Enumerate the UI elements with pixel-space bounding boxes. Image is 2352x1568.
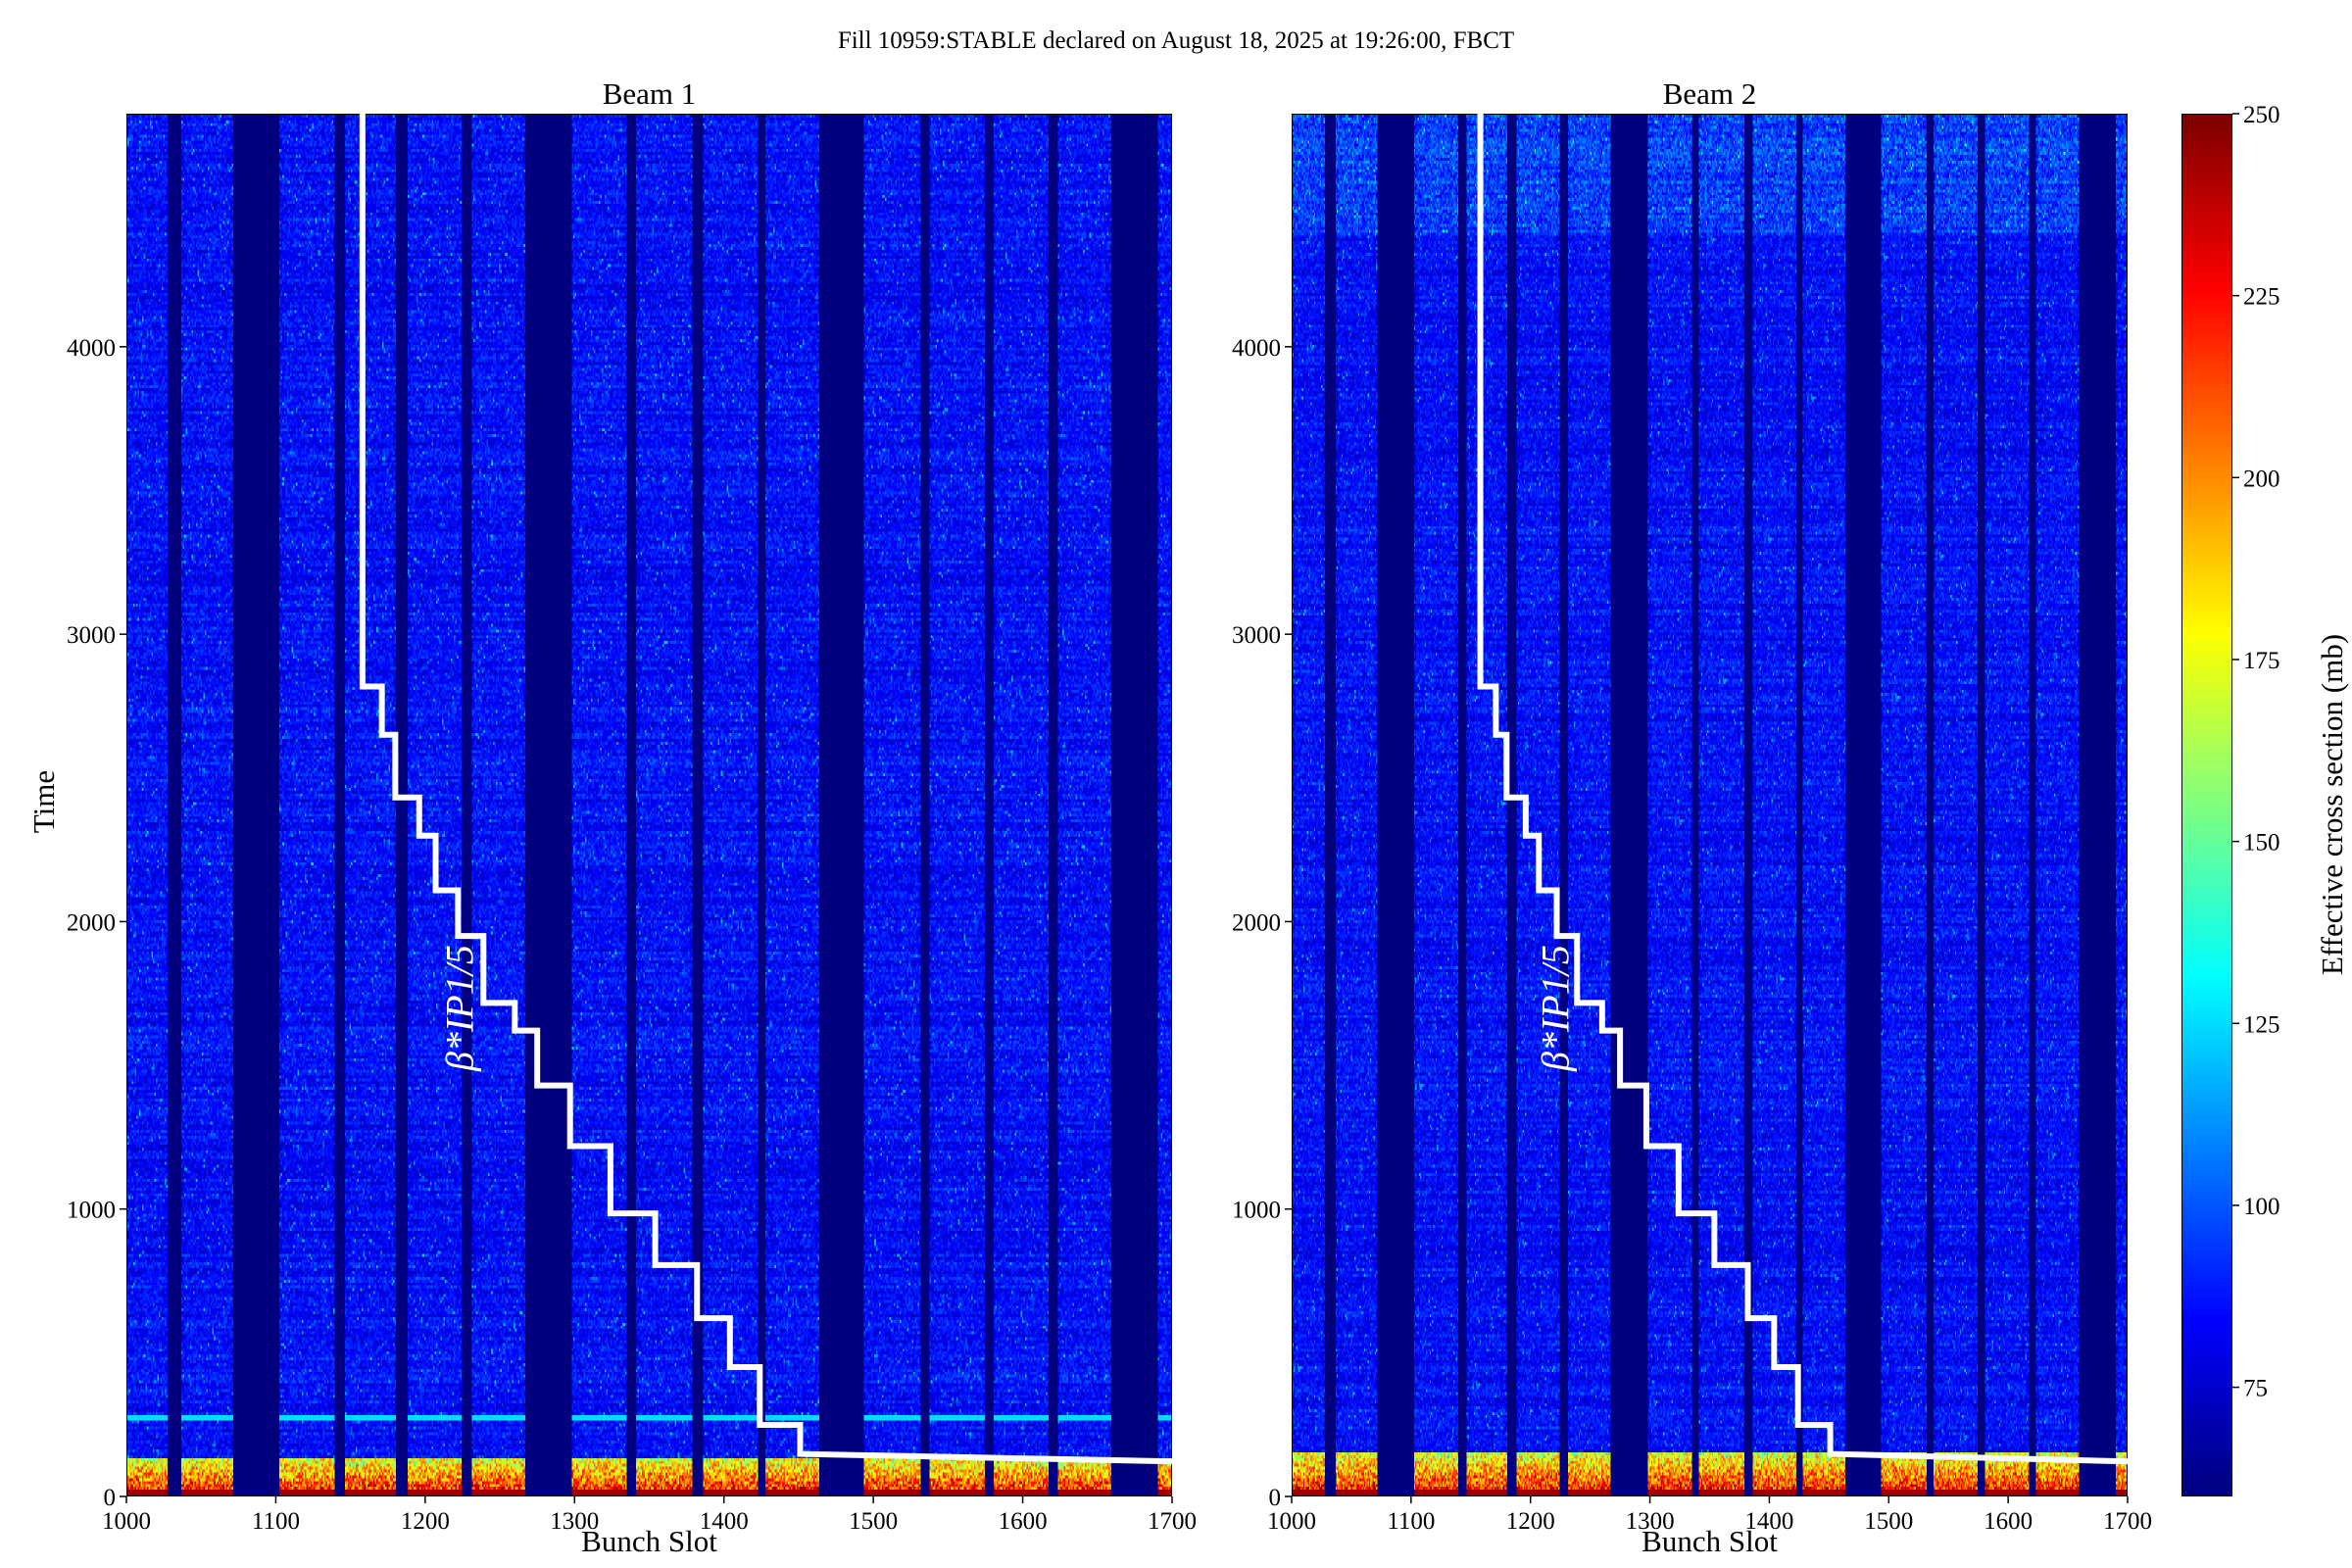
beam1-title: Beam 1 [602,76,697,111]
beta-star-annotation: β*IP1/5 [1534,945,1578,1072]
y-tick-label: 1000 [67,1198,116,1224]
colorbar-tick-label: 125 [2243,1011,2280,1038]
x-tick-label: 1700 [1148,1508,1197,1535]
figure-title: Fill 10959:STABLE declared on August 18,… [837,27,1515,54]
y-tick-label: 3000 [1232,622,1281,649]
x-tick-label: 1200 [401,1508,450,1535]
beam2-title: Beam 2 [1662,76,1757,111]
colorbar-tick-label: 225 [2243,284,2280,311]
colorbar-tick-label: 150 [2243,830,2280,857]
y-tick-label: 4000 [1232,335,1281,362]
y-tick-label: 4000 [67,335,116,362]
beta-star-annotation: β*IP1/5 [438,945,482,1072]
x-tick-label: 1000 [102,1508,151,1535]
y-tick-label: 0 [104,1485,117,1511]
beam2-heatmap [1292,114,2128,1496]
beam2-heatmap-image [1293,115,2127,1495]
y-tick-label: 2000 [67,909,116,936]
x-tick-label: 1500 [849,1508,898,1535]
colorbar-tick-label: 250 [2243,102,2280,128]
x-tick-label: 1600 [999,1508,1048,1535]
beam1-heatmap-image [127,115,1171,1495]
y-tick-label: 1000 [1232,1198,1281,1224]
colorbar-tick-label: 75 [2243,1376,2268,1402]
y-tick-label: 2000 [1232,909,1281,936]
x-tick-label: 1300 [1626,1508,1675,1535]
x-tick-label: 1000 [1267,1508,1316,1535]
x-tick-label: 1500 [1864,1508,1913,1535]
beta-star-step-line [1477,114,2129,1465]
colorbar-gradient [2182,115,2231,1495]
beam1-heatmap [126,114,1172,1496]
colorbar-tick-label: 175 [2243,648,2280,674]
colorbar-tick-label: 200 [2243,466,2280,492]
x-tick-label: 1400 [700,1508,749,1535]
colorbar [2181,114,2232,1496]
beam2-xlabel: Bunch Slot [1642,1524,1778,1558]
y-tick-label: 3000 [67,622,116,649]
beam1-xlabel: Bunch Slot [581,1524,717,1558]
beta-star-step-line [359,114,1173,1465]
x-tick-label: 1400 [1744,1508,1793,1535]
y-tick-label: 0 [1269,1485,1282,1511]
colorbar-tick-label: 100 [2243,1194,2280,1220]
x-tick-label: 1100 [252,1508,300,1535]
x-tick-label: 1200 [1506,1508,1555,1535]
x-tick-label: 1300 [550,1508,599,1535]
x-tick-label: 1600 [1984,1508,2033,1535]
x-tick-label: 1700 [2103,1508,2152,1535]
x-tick-label: 1100 [1387,1508,1435,1535]
